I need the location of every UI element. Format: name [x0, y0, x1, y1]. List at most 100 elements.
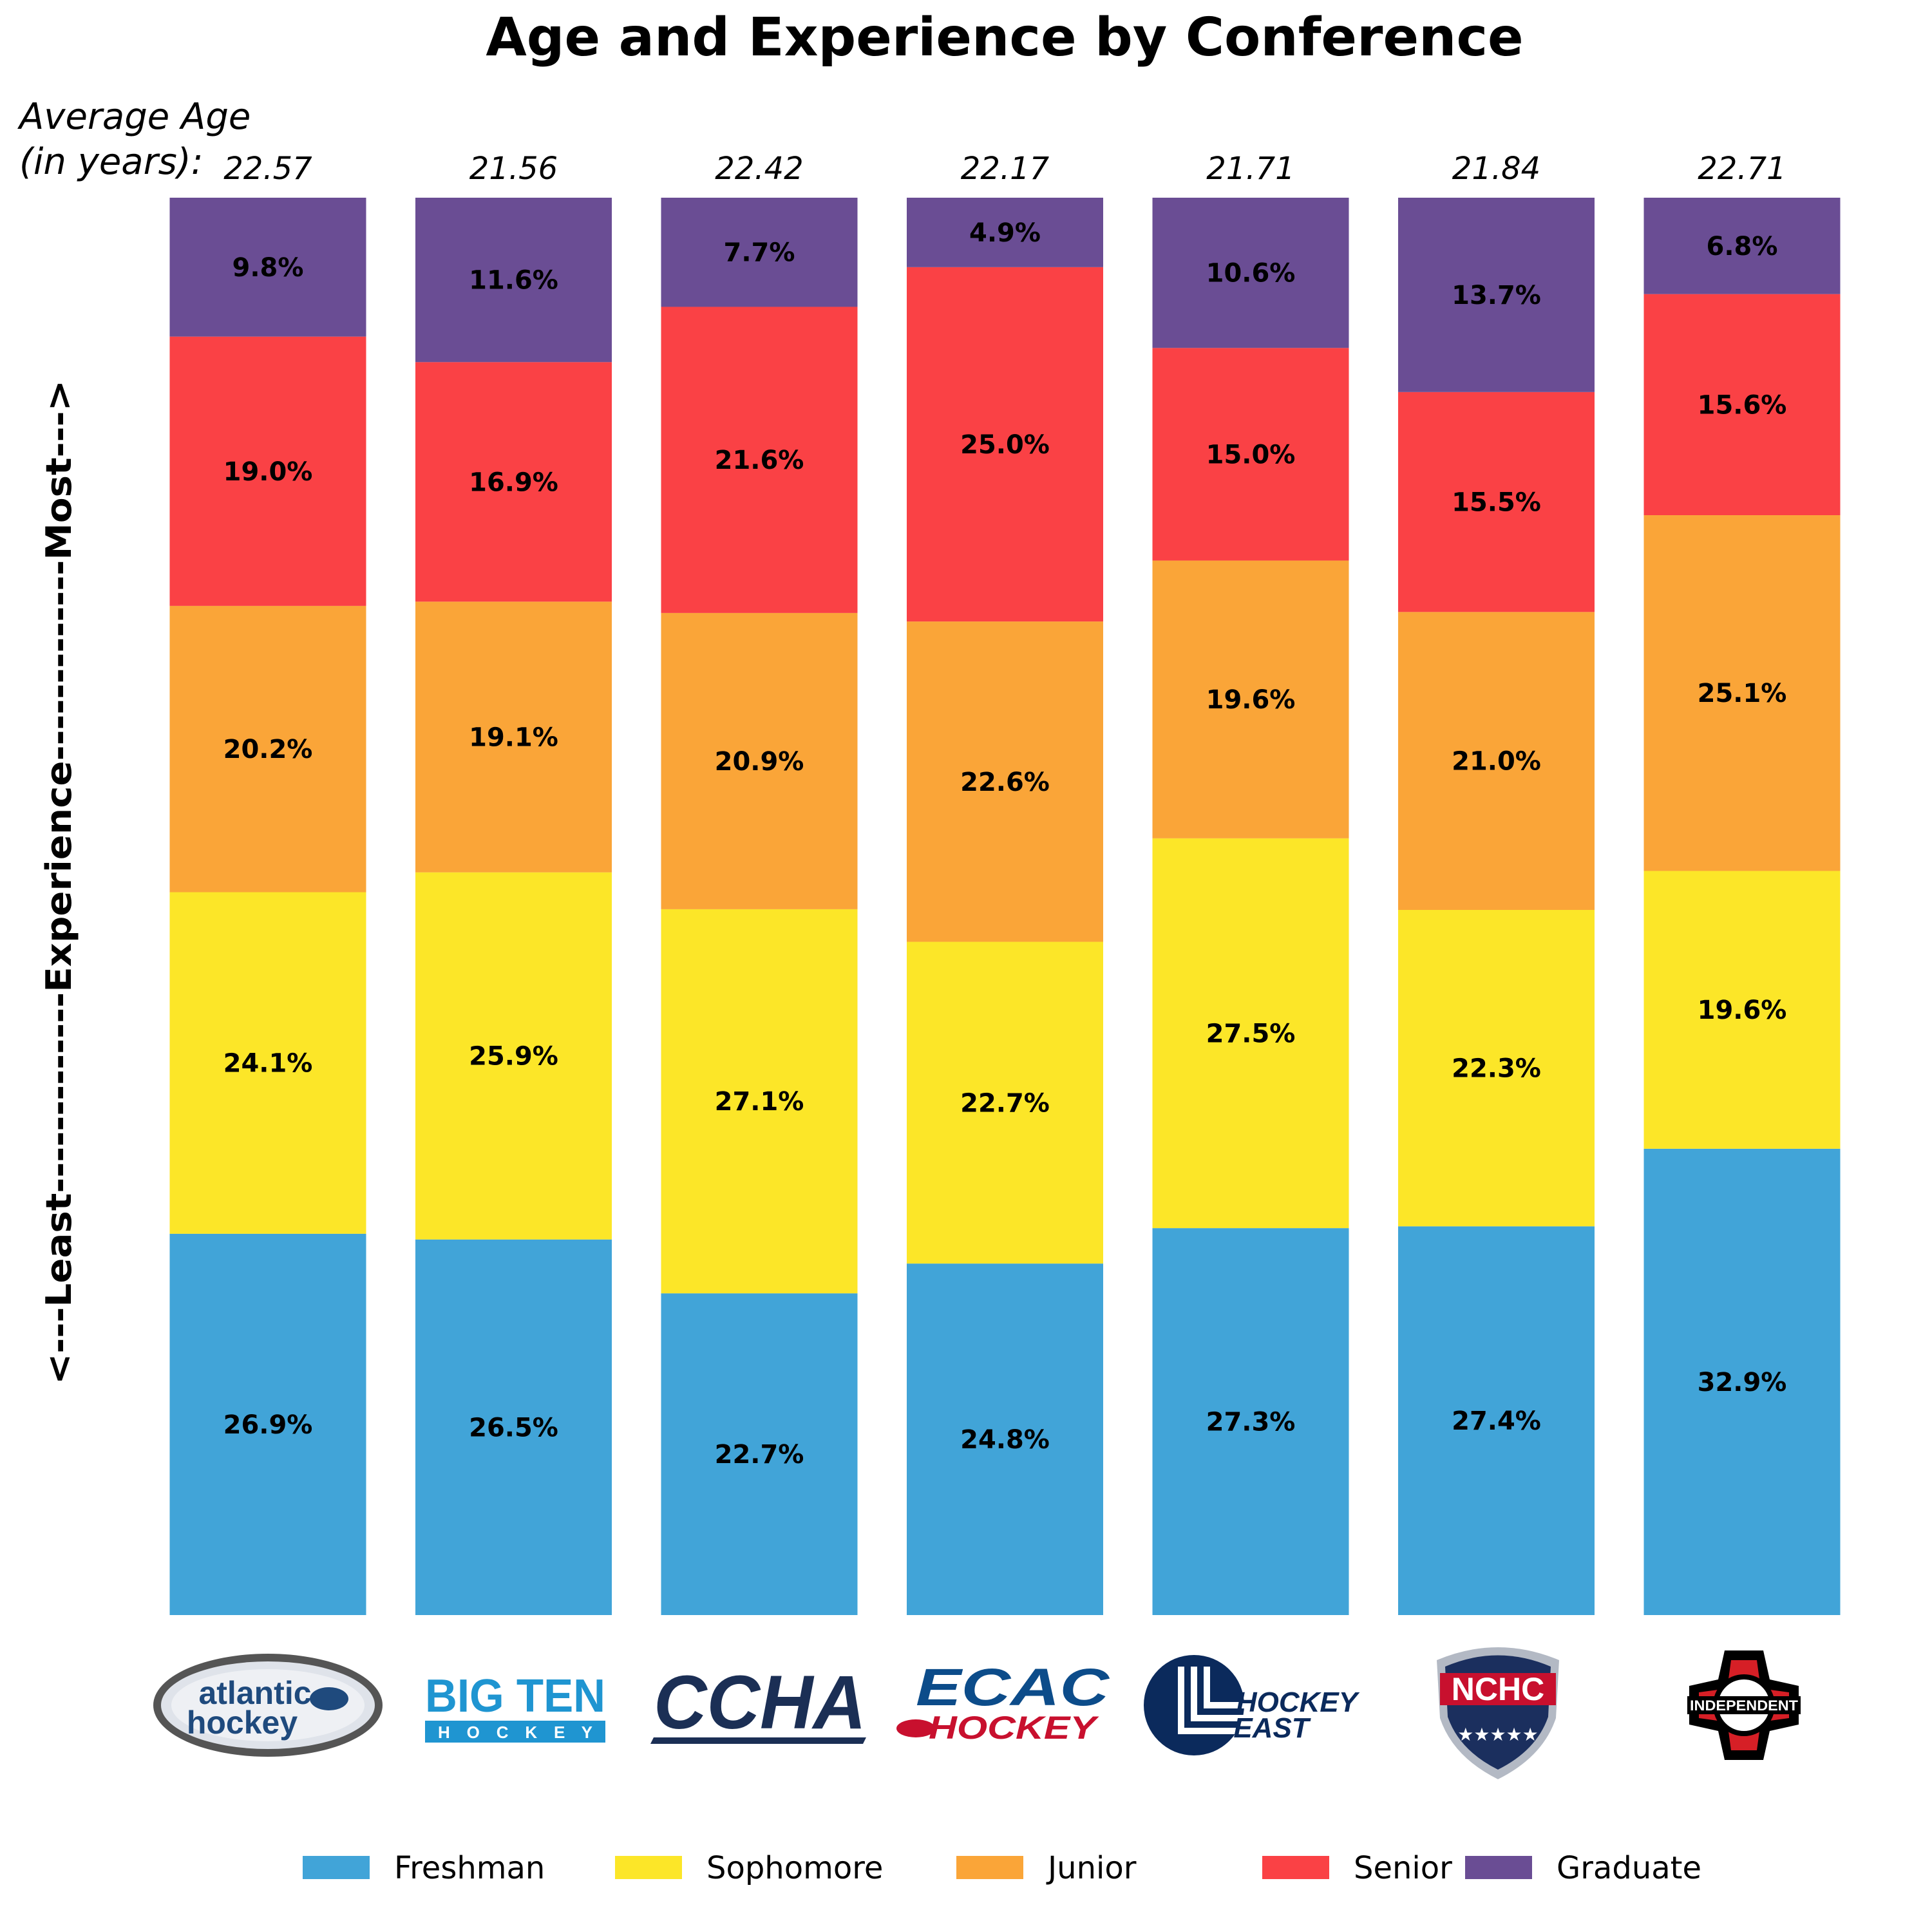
bar-hockey-east-freshman [1152, 1228, 1349, 1615]
bar-big-ten-sophomore [415, 872, 612, 1240]
data-label-nchc-junior: 21.0% [1452, 747, 1541, 777]
legend-item-graduate: Graduate [1465, 1850, 1701, 1886]
bar-ecac-graduate [907, 198, 1103, 267]
bar-nchc-sophomore [1398, 910, 1595, 1227]
bar-atlantic-hockey-graduate [169, 198, 366, 337]
bar-ecac-freshman [907, 1263, 1103, 1615]
data-label-hockey-east-senior: 15.0% [1206, 440, 1296, 469]
legend-swatch-graduate [1465, 1856, 1532, 1879]
average-age-big-ten: 21.56 [469, 151, 558, 187]
data-label-independent-senior: 15.6% [1698, 390, 1787, 420]
legend: Freshman Sophomore Junior Senior Graduate [303, 1850, 1701, 1886]
ecac-logo-text1: ECAC [916, 1658, 1110, 1717]
data-label-ccha-freshman: 22.7% [715, 1440, 804, 1470]
atlantic-hockey-logo-text2: hockey [187, 1705, 298, 1741]
bar-atlantic-hockey-freshman [169, 1233, 366, 1615]
bar-independent-senior [1643, 294, 1841, 516]
bar-nchc-senior [1398, 392, 1595, 612]
ecac-hockey-logo: ECAC HOCKEY [896, 1658, 1110, 1746]
bar-big-ten-junior [415, 601, 612, 873]
legend-item-junior: Junior [956, 1850, 1137, 1886]
data-label-atlantic-hockey-junior: 20.2% [223, 735, 313, 764]
data-label-atlantic-hockey-graduate: 9.8% [232, 253, 304, 283]
big-ten-logo: BIG TEN H O C K E Y [425, 1670, 605, 1743]
legend-swatch-sophomore [615, 1856, 682, 1879]
data-label-ecac-freshman: 24.8% [960, 1425, 1050, 1455]
bar-ccha-sophomore [661, 909, 858, 1294]
legend-label-graduate: Graduate [1557, 1850, 1701, 1886]
atlantic-hockey-logo: atlantic hockey [153, 1654, 383, 1757]
hockey-east-logo-text1: HOCKEY [1236, 1687, 1360, 1718]
legend-item-sophomore: Sophomore [615, 1850, 883, 1886]
legend-swatch-senior [1262, 1856, 1329, 1879]
data-label-big-ten-freshman: 26.5% [469, 1413, 558, 1442]
average-age-ccha: 22.42 [715, 151, 803, 187]
atlantic-hockey-logo-text1: atlantic [198, 1675, 311, 1711]
data-label-independent-graduate: 6.8% [1707, 232, 1778, 261]
data-label-ecac-junior: 22.6% [960, 768, 1050, 797]
data-label-ccha-senior: 21.6% [715, 446, 804, 475]
average-age-label-line1: Average Age [17, 96, 251, 138]
bar-ecac-senior [907, 267, 1103, 622]
bar-hockey-east-graduate [1152, 198, 1349, 348]
legend-swatch-junior [956, 1856, 1023, 1879]
bar-hockey-east-sophomore [1152, 838, 1349, 1229]
bar-ccha-junior [661, 612, 858, 909]
legend-label-freshman: Freshman [394, 1850, 545, 1886]
bar-independent-freshman [1643, 1148, 1841, 1615]
data-label-big-ten-junior: 19.1% [469, 723, 558, 752]
data-label-nchc-freshman: 27.4% [1452, 1406, 1541, 1436]
data-label-hockey-east-graduate: 10.6% [1206, 259, 1296, 288]
data-label-ecac-sophomore: 22.7% [960, 1088, 1050, 1118]
bar-hockey-east-senior [1152, 348, 1349, 561]
ccha-logo-text: CCHA [654, 1660, 866, 1745]
legend-label-sophomore: Sophomore [706, 1850, 883, 1886]
data-label-atlantic-hockey-sophomore: 24.1% [223, 1049, 313, 1079]
big-ten-logo-text1: BIG TEN [425, 1670, 605, 1722]
bar-big-ten-senior [415, 362, 612, 602]
hockey-east-logo-text2: EAST [1233, 1712, 1311, 1744]
data-label-hockey-east-sophomore: 27.5% [1206, 1019, 1296, 1048]
data-label-ccha-junior: 20.9% [715, 747, 804, 777]
data-label-independent-junior: 25.1% [1698, 679, 1787, 708]
average-age-hockey-east: 21.71 [1206, 151, 1294, 187]
independent-logo: INDEPENDENT [1687, 1650, 1801, 1760]
average-age-ecac: 22.17 [961, 151, 1050, 187]
ccha-logo: CCHA [650, 1660, 866, 1745]
legend-item-senior: Senior [1262, 1850, 1452, 1886]
bar-atlantic-hockey-junior [169, 605, 366, 893]
ecac-logo-text2: HOCKEY [929, 1710, 1100, 1746]
data-label-hockey-east-freshman: 27.3% [1206, 1408, 1296, 1437]
nchc-stars-icon: ★★★★★ [1457, 1724, 1539, 1745]
average-age-values: 22.57 21.56 22.42 22.17 21.71 21.84 22.71 [223, 151, 1786, 187]
bar-independent-junior [1643, 515, 1841, 871]
data-label-big-ten-senior: 16.9% [469, 468, 558, 497]
data-label-independent-sophomore: 19.6% [1698, 996, 1787, 1025]
data-label-ecac-senior: 25.0% [960, 430, 1050, 460]
data-label-independent-freshman: 32.9% [1698, 1368, 1787, 1397]
data-label-big-ten-graduate: 11.6% [469, 266, 558, 296]
average-age-label-line2: (in years): [19, 141, 204, 183]
average-age-atlantic-hockey: 22.57 [223, 151, 312, 187]
bar-ccha-graduate [661, 198, 858, 307]
data-label-atlantic-hockey-freshman: 26.9% [223, 1410, 313, 1440]
legend-item-freshman: Freshman [303, 1850, 545, 1886]
data-label-ccha-sophomore: 27.1% [715, 1087, 804, 1117]
bar-nchc-freshman [1398, 1226, 1595, 1615]
bars-group: 26.9% 24.1% 20.2% 19.0% 9.8% 26.5% 25.9% 19.1% 1… [169, 198, 1841, 1615]
bar-independent-graduate [1643, 198, 1841, 294]
bar-independent-sophomore [1643, 871, 1841, 1149]
conference-logos: atlantic hockey BIG TEN H O C K E Y CCHA… [153, 1647, 1801, 1779]
data-label-ccha-graduate: 7.7% [724, 238, 795, 268]
data-label-atlantic-hockey-senior: 19.0% [223, 457, 313, 487]
y-axis-label: <---Least-------------Experience--------… [39, 380, 79, 1385]
data-label-hockey-east-junior: 19.6% [1206, 685, 1296, 715]
bar-ecac-junior [907, 621, 1103, 942]
average-age-independent: 22.71 [1698, 151, 1786, 187]
chart-title: Age and Experience by Conference [486, 7, 1523, 68]
nchc-logo-text: NCHC [1452, 1671, 1544, 1707]
bar-nchc-graduate [1398, 198, 1595, 392]
bar-big-ten-freshman [415, 1239, 612, 1615]
bar-atlantic-hockey-sophomore [169, 892, 366, 1234]
